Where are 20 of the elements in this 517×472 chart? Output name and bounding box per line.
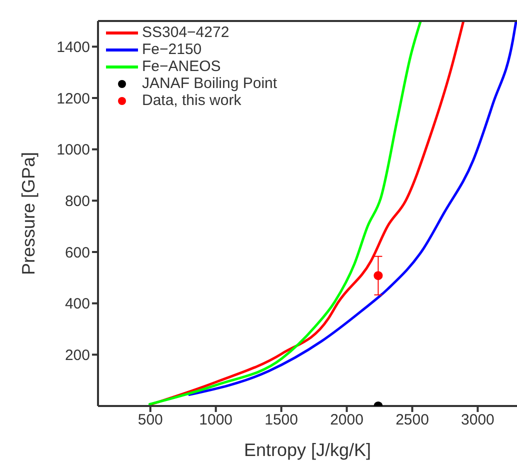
y-axis-title: Pressure [GPa]	[18, 152, 38, 276]
legend-label: Fe−ANEOS	[142, 58, 221, 75]
y-tick-label: 1200	[56, 90, 90, 108]
y-tick-label: 200	[64, 346, 90, 364]
y-tick-label: 1400	[56, 38, 90, 56]
x-tick-label: 2500	[396, 412, 429, 429]
x-tick-label: 2000	[330, 412, 364, 429]
legend-label: SS304−4272	[142, 24, 230, 41]
x-axis-title: Entropy [J/kg/K]	[244, 440, 372, 460]
x-tick-label: 3000	[461, 412, 494, 429]
legend-label: JANAF Boiling Point	[142, 75, 278, 92]
legend-label: Data, this work	[142, 92, 242, 109]
y-tick-label: 800	[64, 192, 90, 210]
x-tick-label: 1000	[199, 412, 233, 429]
legend-label: Fe−2150	[142, 41, 202, 58]
x-tick-label: 500	[138, 412, 163, 429]
y-tick-label: 1000	[56, 142, 90, 159]
y-tick-label: 600	[64, 244, 90, 262]
y-tick-label: 400	[64, 296, 90, 313]
x-tick-label: 1500	[264, 412, 298, 429]
